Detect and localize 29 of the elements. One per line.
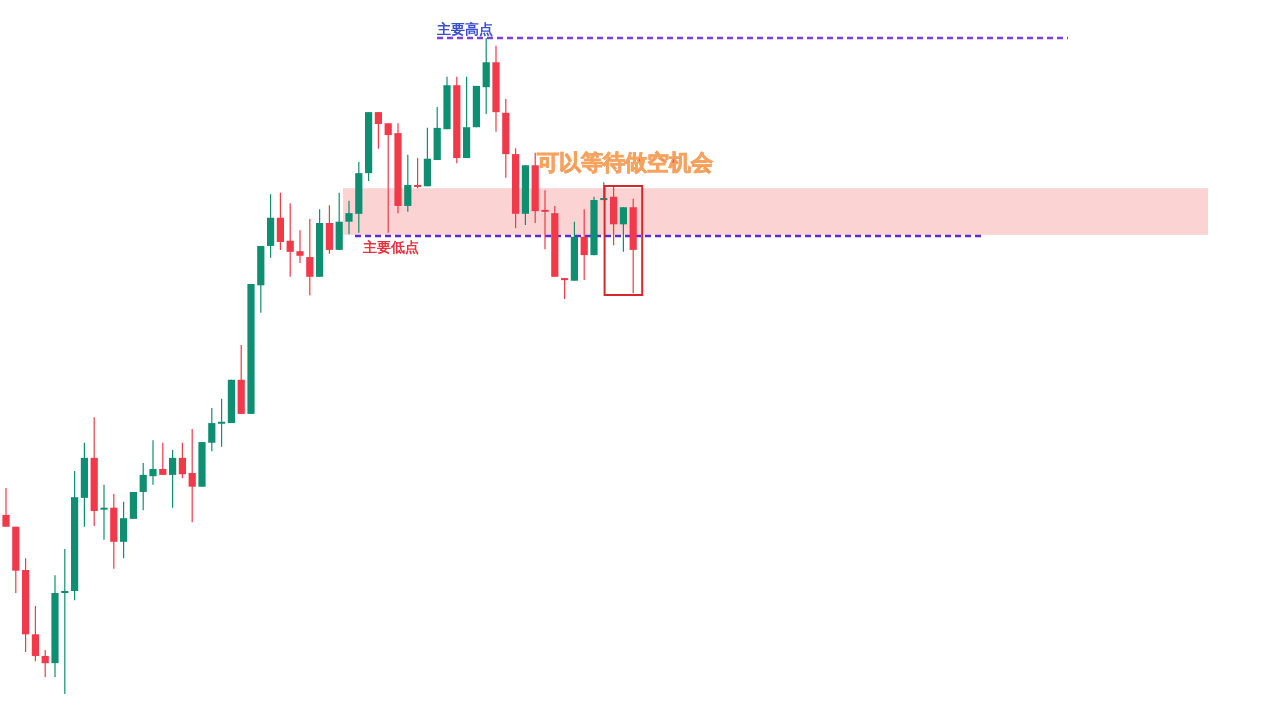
- candlestick: [404, 154, 412, 213]
- candlestick: [208, 407, 216, 452]
- candlestick: [345, 200, 353, 235]
- candlestick: [178, 442, 186, 479]
- candlestick: [296, 229, 304, 264]
- ref-line-label: 主要高点: [436, 21, 493, 37]
- candlestick: [306, 218, 314, 296]
- candlestick: [374, 111, 382, 150]
- candlestick: [2, 487, 10, 528]
- candlestick: [41, 649, 49, 678]
- candlestick: [414, 157, 422, 189]
- candlestick: [218, 398, 226, 448]
- candlestick: [61, 548, 69, 695]
- candlestick: [31, 605, 39, 662]
- candlestick: [384, 122, 392, 234]
- candlestick: [561, 277, 569, 300]
- candlestick: [188, 428, 196, 523]
- candlestick: [541, 189, 549, 250]
- candlestick: [159, 442, 167, 476]
- candlestick: [580, 208, 588, 281]
- candlestick: [120, 501, 128, 559]
- ref-line-label: 主要低点: [362, 239, 419, 256]
- candlestick: [139, 462, 147, 511]
- candlestick: [149, 439, 157, 486]
- candlestick: [100, 484, 108, 541]
- annotation: 可以等待做空机会: [536, 150, 714, 175]
- candlestick: [286, 202, 294, 278]
- candlestick: [169, 449, 177, 509]
- candlestick: [619, 206, 627, 253]
